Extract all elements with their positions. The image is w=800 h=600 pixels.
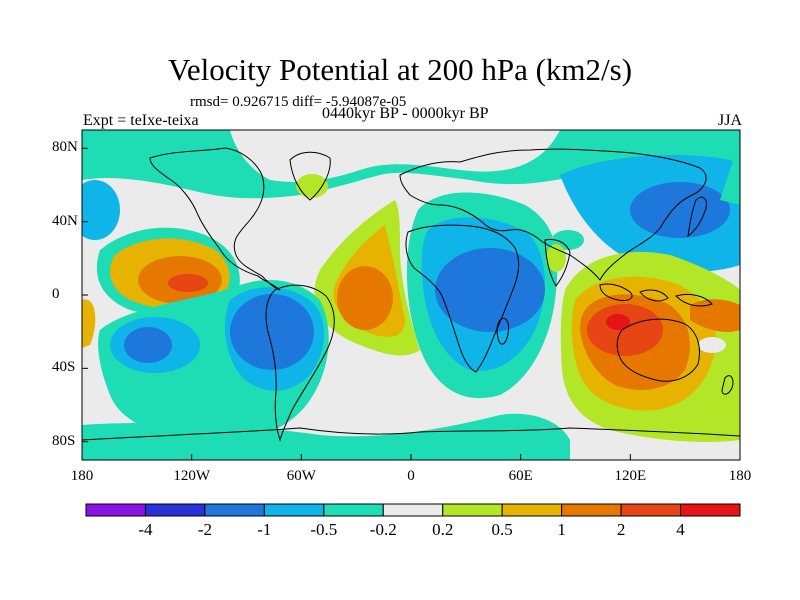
- colorbar-label: 0.5: [491, 520, 513, 539]
- y-tick-label: 80N: [52, 139, 78, 156]
- x-tick-label: 60E: [508, 468, 533, 484]
- experiment-label: Expt = teIxe-teixa: [83, 112, 199, 129]
- colorbar-label: 2: [616, 520, 626, 539]
- field-orange-atlantic: [337, 266, 393, 330]
- colorbar-swatch: [501, 503, 563, 517]
- contour-field: [82, 130, 740, 460]
- colorbar-swatch: [204, 503, 265, 517]
- field-redorange-indopacific: [587, 304, 663, 356]
- field-lime-greenland: [296, 174, 328, 198]
- colorbar-label: -4: [138, 520, 153, 539]
- field-orange-eastedge: [690, 299, 740, 332]
- colorbar-label: 1: [557, 520, 566, 539]
- coast-eurasia: [399, 148, 707, 281]
- y-tick-label: 0: [52, 286, 60, 302]
- colorbar-swatch: [263, 503, 325, 517]
- x-tick-label: 0: [407, 468, 415, 484]
- colorbar-label: 0.2: [432, 520, 454, 539]
- field-blue-sa: [230, 294, 314, 370]
- coast-antarctica: [82, 427, 740, 441]
- coastlines: [82, 147, 740, 442]
- field-grey-north: [230, 130, 560, 182]
- x-tick-label: 180: [70, 468, 94, 484]
- coast-japan: [687, 196, 707, 238]
- colorbar-swatch: [85, 503, 146, 517]
- stats-label: rmsd= 0.926715 diff= -5.94087e-05: [190, 94, 407, 110]
- x-tick-label: 60W: [286, 468, 316, 484]
- coast-indonesia-1: [599, 283, 633, 301]
- map-title: Velocity Potential at 200 hPa (km2/s): [167, 52, 633, 87]
- y-tick-label: 40N: [52, 212, 78, 229]
- colorbar-label: -2: [197, 520, 212, 539]
- season-label: JJA: [717, 112, 742, 129]
- coast-australia: [616, 318, 700, 382]
- field-blue-africa: [435, 248, 545, 332]
- field-yellow-westedge: [82, 299, 96, 348]
- y-tick-label: 40S: [52, 359, 76, 376]
- coast-new-zealand: [721, 375, 734, 395]
- field-redorange-pacific: [168, 274, 208, 292]
- coast-madagascar: [496, 317, 509, 345]
- colorbar-swatch: [323, 503, 384, 517]
- period-label: 0440kyr BP - 0000kyr BP: [322, 105, 489, 122]
- colorbar-label: -1: [257, 520, 272, 539]
- field-teal-bengal: [552, 230, 584, 250]
- coast-indonesia-2: [639, 289, 669, 302]
- coast-south-america: [265, 284, 335, 442]
- colorbar-label: -0.5: [310, 520, 338, 539]
- field-grey-eastpatch: [698, 337, 726, 353]
- y-tick-label: 80S: [52, 432, 76, 449]
- axis-ticks: [81, 147, 741, 460]
- colorbar-swatch: [382, 503, 444, 517]
- field-blue-sp: [124, 327, 172, 363]
- colorbar-label: 4: [676, 520, 685, 539]
- colorbar-label: -0.2: [369, 520, 397, 539]
- field-red-indopacific: [606, 314, 630, 330]
- field-teal-south: [82, 413, 570, 460]
- colorbar-swatch: [561, 503, 622, 517]
- colorbar-swatch: [620, 503, 682, 517]
- x-tick-label: 180: [728, 468, 752, 484]
- colorbar-swatch: [680, 503, 741, 517]
- coast-north-america: [149, 147, 281, 291]
- coast-india: [544, 239, 571, 287]
- colorbar-swatch: [442, 503, 503, 517]
- field-blue-east-asia: [630, 182, 730, 238]
- field-teal-ne: [720, 140, 740, 205]
- coast-greenland: [289, 151, 331, 201]
- coast-africa: [405, 224, 520, 373]
- x-tick-label: 120E: [614, 468, 647, 484]
- field-cyan-west: [82, 180, 120, 240]
- coast-new-guinea: [675, 293, 713, 307]
- colorbar: [85, 503, 741, 517]
- x-tick-label: 120W: [173, 468, 210, 484]
- colorbar-swatch: [144, 503, 206, 517]
